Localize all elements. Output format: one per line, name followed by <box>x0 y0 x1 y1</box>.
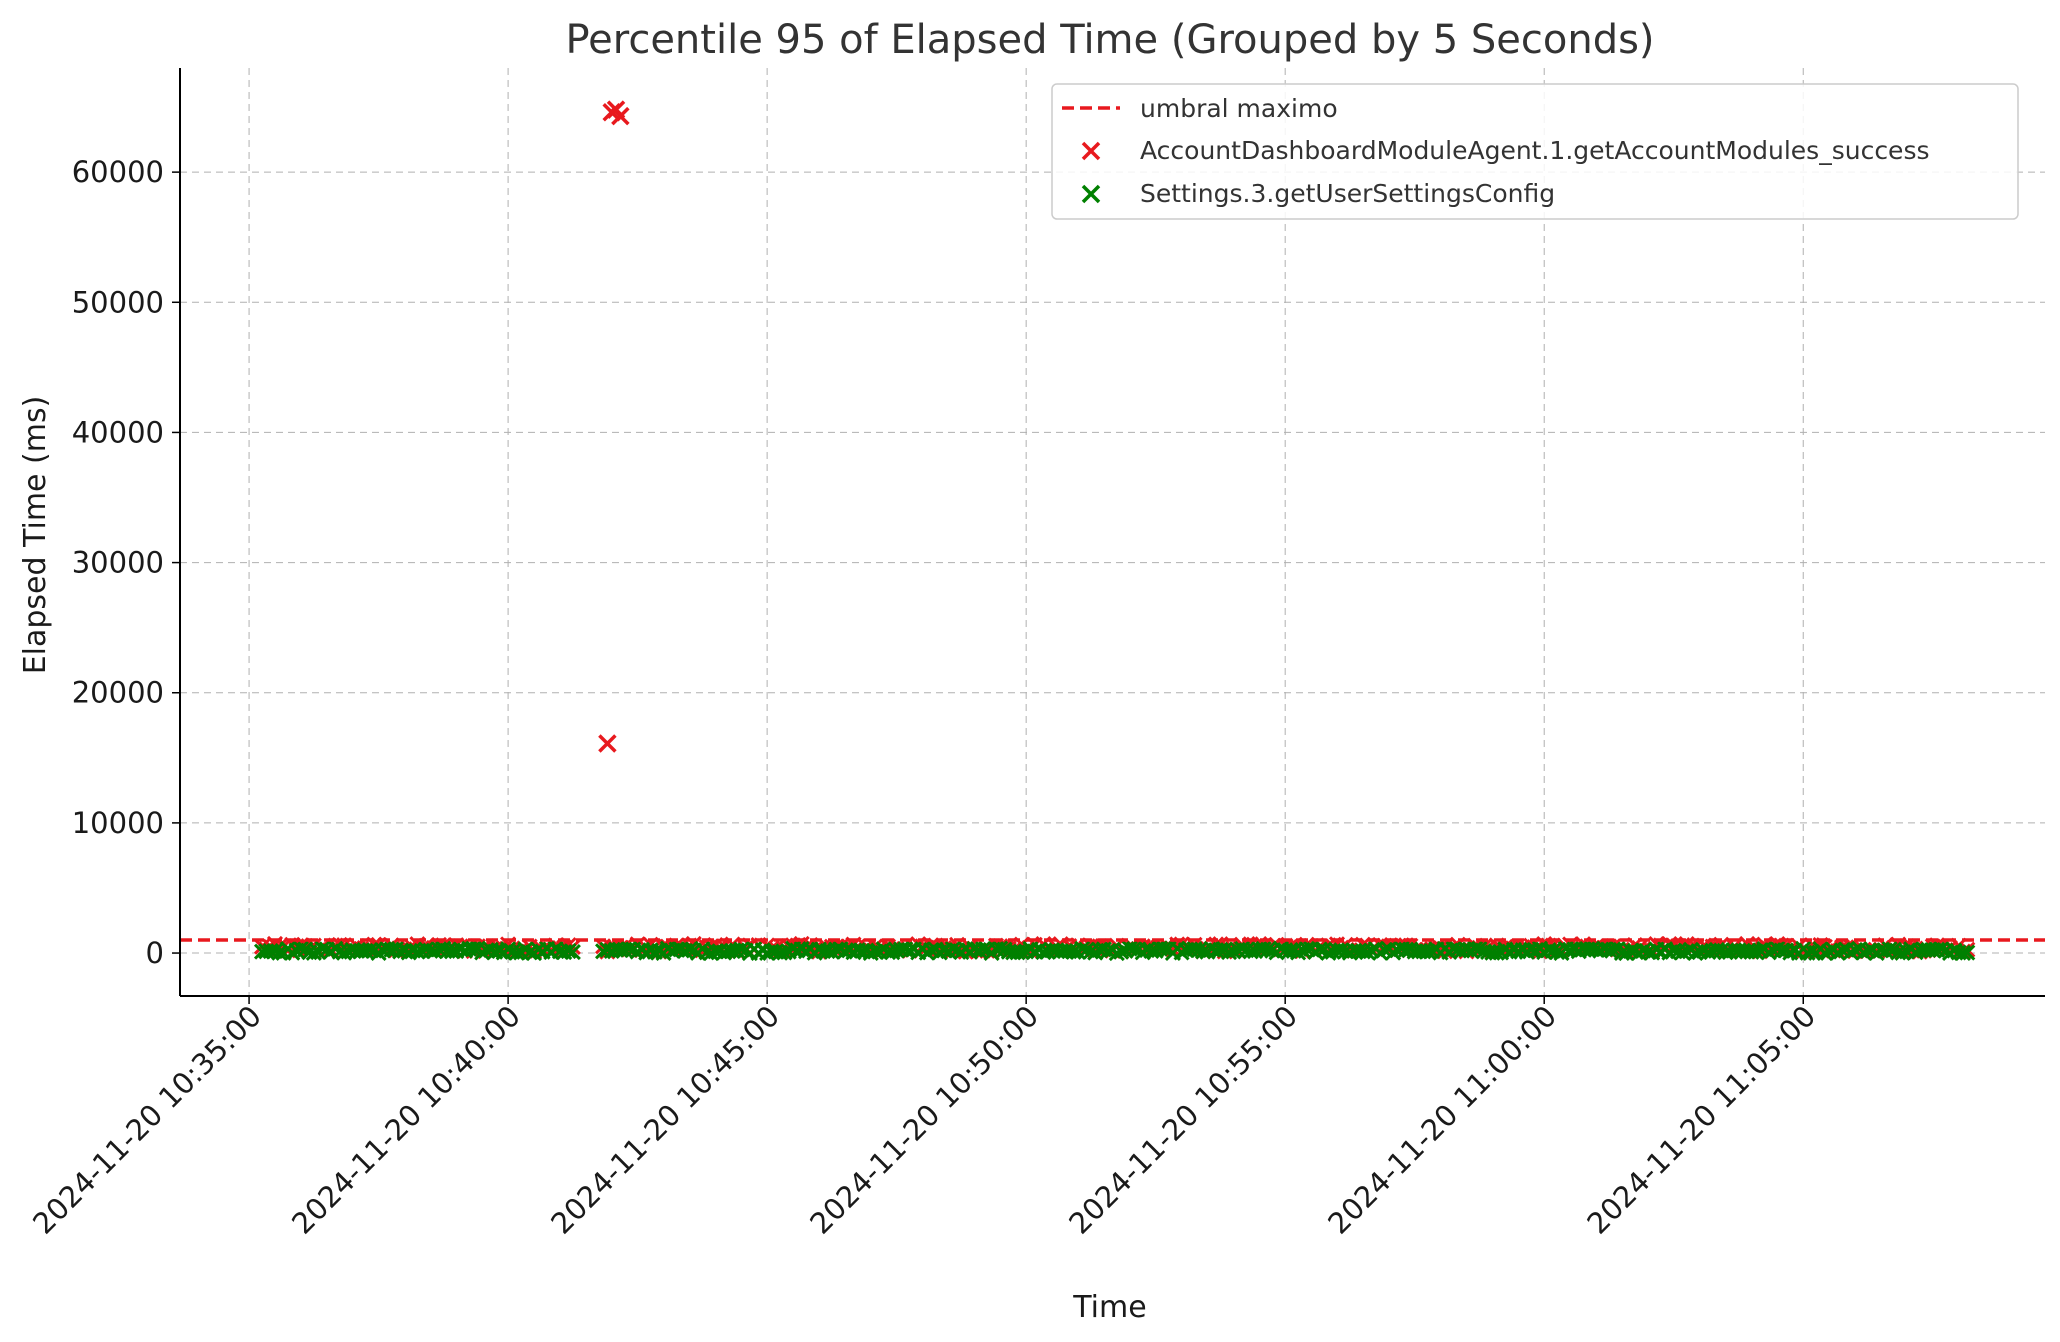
settings-point <box>1894 944 1911 961</box>
settings-point <box>1549 943 1566 961</box>
settings-point <box>560 943 577 960</box>
x-tick-label: 2024-11-20 10:50:00 <box>803 999 1045 1241</box>
settings-point <box>992 940 1009 957</box>
settings-point <box>681 941 698 958</box>
baseline-points <box>253 935 1976 962</box>
settings-point <box>974 941 992 958</box>
legend-marker-settings <box>1081 184 1101 204</box>
settings-point <box>1298 940 1315 957</box>
legend-frame <box>1051 83 2019 220</box>
y-tick-labels: 0 10000 20000 30000 40000 50000 60000 <box>72 155 180 970</box>
x-tick-label: 2024-11-20 10:45:00 <box>544 999 786 1241</box>
settings-point <box>292 940 309 957</box>
axes <box>179 68 2045 997</box>
settings-point <box>1359 944 1376 961</box>
settings-point <box>284 944 301 961</box>
legend-threshold-label: umbral maximo <box>1140 94 1338 123</box>
settings-point <box>508 944 525 961</box>
x-tick-label: 2024-11-20 10:55:00 <box>1062 999 1304 1241</box>
legend-cross-settings <box>1081 184 1101 204</box>
x-tick-label: 2024-11-20 11:05:00 <box>1580 999 1822 1241</box>
settings-point <box>1933 940 1950 958</box>
outlier-points <box>598 100 630 753</box>
x-tick-labels: 2024-11-20 10:35:00 2024-11-20 10:40:00 20… <box>26 996 1822 1241</box>
settings-point <box>1959 944 1976 961</box>
settings-point <box>1881 941 1898 958</box>
settings-point <box>1156 940 1173 957</box>
settings-point <box>1311 941 1328 958</box>
settings-point <box>1065 943 1082 960</box>
settings-point <box>1954 944 1972 962</box>
account-dashboard-outlier <box>611 106 630 126</box>
legend-label-account-dashboard: AccountDashboardModuleAgent.1.getAccount… <box>1140 136 1930 165</box>
settings-point <box>733 941 750 958</box>
settings-point <box>271 944 288 961</box>
settings-point <box>1760 944 1777 961</box>
settings-point <box>1126 940 1143 958</box>
x-tick-label: 2024-11-20 11:00:00 <box>1321 999 1563 1241</box>
legend-marker-account-dashboard <box>1081 141 1101 161</box>
settings-point <box>465 940 482 957</box>
account-dashboard-outlier <box>598 734 617 753</box>
y-tick-label: 0 <box>146 936 164 970</box>
settings-point <box>884 944 901 961</box>
y-tick-label: 60000 <box>72 155 164 189</box>
legend: umbral maximo AccountDashboardModuleAgen… <box>1051 83 2019 220</box>
settings-point <box>1013 944 1030 961</box>
settings-point <box>1605 941 1622 958</box>
settings-point <box>944 940 961 958</box>
legend-cross-account-dashboard <box>1081 141 1101 161</box>
y-tick-label: 30000 <box>72 546 164 580</box>
settings-point <box>1488 944 1505 961</box>
y-tick-label: 20000 <box>72 676 164 710</box>
settings-point <box>1816 944 1833 962</box>
settings-point <box>564 944 581 961</box>
y-tick-label: 50000 <box>72 285 164 319</box>
legend-label-settings: Settings.3.getUserSettingsConfig <box>1140 179 1555 208</box>
settings-point <box>776 944 793 961</box>
settings-point <box>305 944 322 961</box>
y-tick-label: 40000 <box>72 415 164 449</box>
x-tick-label: 2024-11-20 10:40:00 <box>285 999 527 1241</box>
settings-point <box>1113 943 1130 960</box>
y-axis-label: Elapsed Time (ms) <box>18 396 53 675</box>
x-tick-label: 2024-11-20 10:35:00 <box>26 999 268 1241</box>
y-tick-label: 10000 <box>72 806 164 840</box>
x-axis-label: Time <box>1072 1290 1146 1325</box>
account-dashboard-point <box>961 938 979 956</box>
chart-title: Percentile 95 of Elapsed Time (Grouped b… <box>565 17 1654 63</box>
